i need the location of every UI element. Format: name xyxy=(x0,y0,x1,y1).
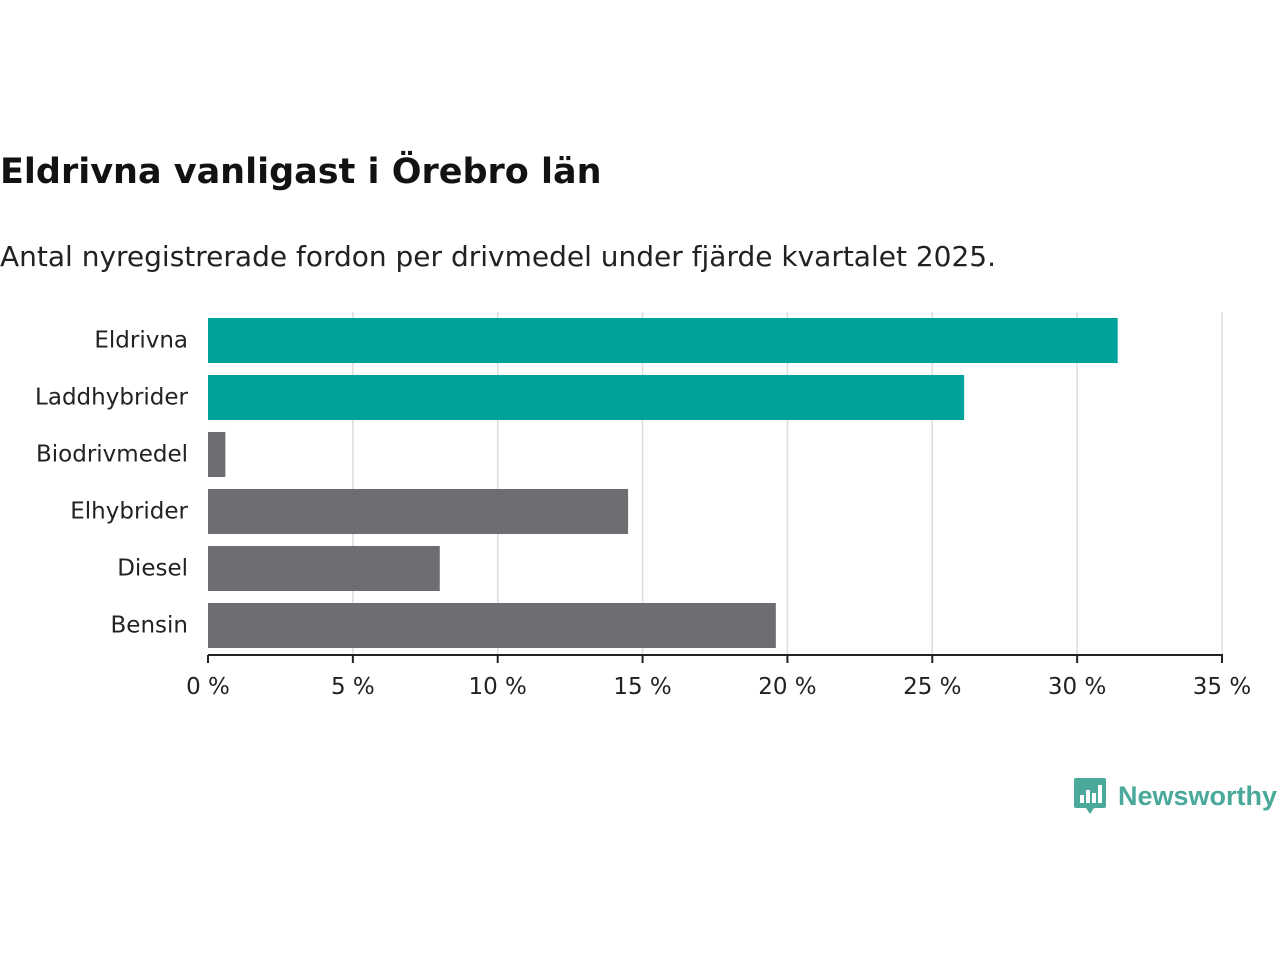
x-tick-label: 35 % xyxy=(1193,674,1251,700)
category-label: Laddhybrider xyxy=(35,385,188,411)
category-labels: Eldrivna Laddhybrider Biodrivmedel Elhybrid… xyxy=(35,328,188,639)
x-tick-label: 10 % xyxy=(468,674,526,700)
bar-elhybrider xyxy=(208,488,629,535)
category-label: Bensin xyxy=(111,613,188,639)
bar-biodrivmedel xyxy=(208,431,226,478)
bars xyxy=(208,317,1118,649)
category-label: Diesel xyxy=(117,556,188,582)
bar-laddhybrider xyxy=(208,374,965,421)
x-tick-label: 20 % xyxy=(758,674,816,700)
x-tick-label: 25 % xyxy=(903,674,961,700)
x-tick-label: 30 % xyxy=(1048,674,1106,700)
chart-subtitle: Antal nyregistrerade fordon per drivmede… xyxy=(0,240,997,273)
gridlines xyxy=(352,312,1223,654)
bar-bensin xyxy=(208,602,776,649)
bar-eldrivna xyxy=(208,317,1118,364)
bar-diesel xyxy=(208,545,440,592)
bar-chart: 0 % 5 % 10 % 15 % 20 % 25 % 30 % 35 % Eldrivna L… xyxy=(35,312,1251,700)
newsworthy-logo-icon xyxy=(1074,778,1106,814)
chart-title: Eldrivna vanligast i Örebro län xyxy=(0,152,602,192)
category-label: Eldrivna xyxy=(94,328,188,354)
x-axis: 0 % 5 % 10 % 15 % 20 % 25 % 30 % 35 % xyxy=(186,654,1251,700)
brand-logo: Newsworthy xyxy=(1072,776,1277,816)
category-label: Biodrivmedel xyxy=(36,442,188,468)
x-tick-label: 5 % xyxy=(331,674,375,700)
x-tick-label: 15 % xyxy=(613,674,671,700)
category-label: Elhybrider xyxy=(70,499,188,525)
brand-name: Newsworthy xyxy=(1118,780,1278,811)
x-tick-label: 0 % xyxy=(186,674,230,700)
